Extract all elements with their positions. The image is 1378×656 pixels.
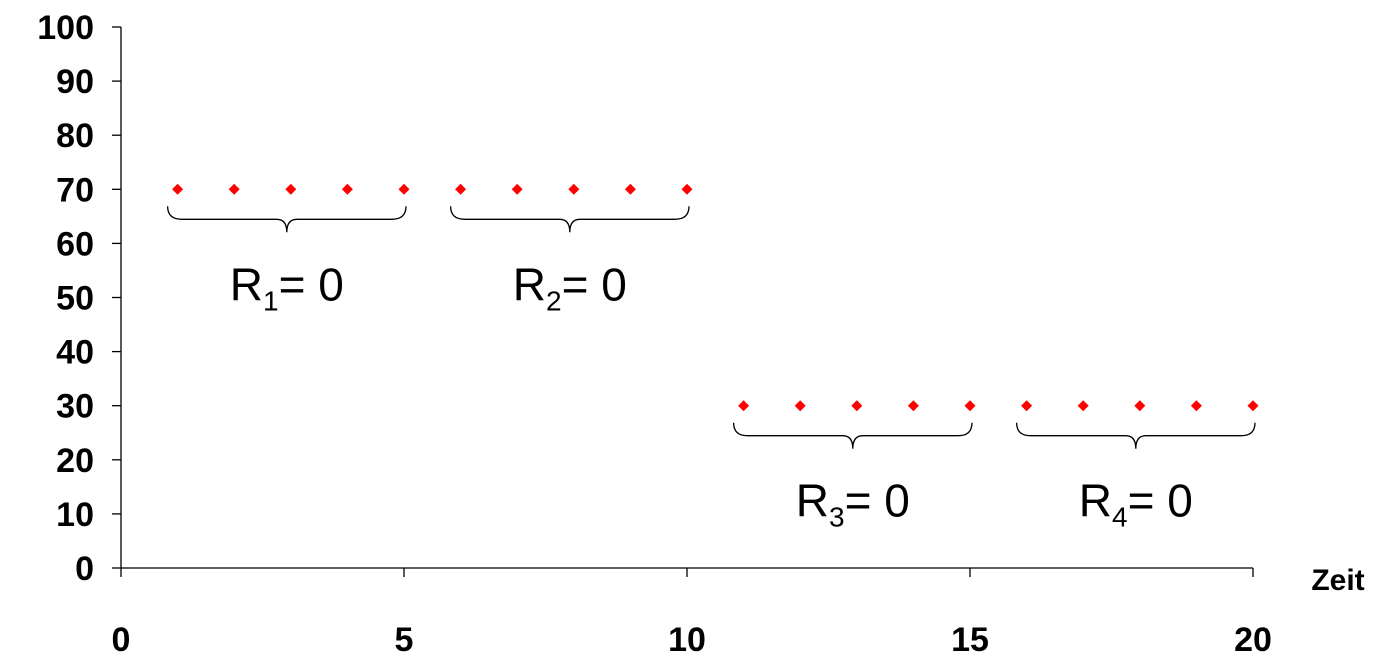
y-tick-label: 80 (56, 117, 94, 155)
data-point (794, 400, 806, 412)
axes (112, 26, 1254, 577)
data-point (964, 400, 976, 412)
data-point (285, 183, 297, 195)
x-tick-label: 15 (951, 621, 989, 656)
data-point (398, 183, 410, 195)
tick-labels: 0 10 20 30 40 50 60 70 80 90 100 0 5 10 15 20 (37, 9, 1272, 656)
annotation-label: R2= 0 (513, 258, 627, 316)
brace (732, 422, 973, 449)
data-point (907, 400, 919, 412)
x-tick-label: 20 (1234, 621, 1272, 656)
brace (449, 206, 690, 233)
y-tick-label: 50 (56, 280, 94, 318)
data-point (568, 183, 580, 195)
y-tick-label: 70 (56, 171, 94, 209)
data-point (1190, 400, 1202, 412)
data-point (511, 183, 523, 195)
x-tick-label: 0 (112, 621, 131, 656)
data-point (738, 400, 750, 412)
data-point (624, 183, 636, 195)
x-tick-label: 5 (395, 621, 414, 656)
y-tick-label: 30 (56, 388, 94, 426)
y-tick-label: 60 (56, 225, 94, 263)
brace (1015, 422, 1256, 449)
data-points (172, 183, 1259, 412)
data-point (455, 183, 467, 195)
braces (166, 206, 1256, 449)
data-point (1077, 400, 1089, 412)
annotation-label: R3= 0 (796, 475, 910, 533)
data-point (681, 183, 693, 195)
y-tick-label: 40 (56, 334, 94, 372)
y-tick-label: 10 (56, 496, 94, 534)
data-point (341, 183, 353, 195)
data-point (172, 183, 184, 195)
y-tick-label: 90 (56, 63, 94, 101)
x-tick-label: 10 (668, 621, 706, 656)
y-tick-label: 0 (75, 550, 94, 588)
y-tick-label: 100 (37, 9, 94, 47)
y-tick-label: 20 (56, 442, 94, 480)
annotation-label: R1= 0 (230, 258, 344, 316)
data-point (1134, 400, 1146, 412)
annotation-label: R4= 0 (1079, 475, 1193, 533)
brace (166, 206, 407, 233)
data-point (1247, 400, 1259, 412)
x-axis-title: Zeit (1311, 564, 1364, 597)
data-point (228, 183, 240, 195)
data-point (851, 400, 863, 412)
data-point (1021, 400, 1033, 412)
annotations: R1= 0 R2= 0 R3= 0 R4= 0 (230, 258, 1193, 532)
